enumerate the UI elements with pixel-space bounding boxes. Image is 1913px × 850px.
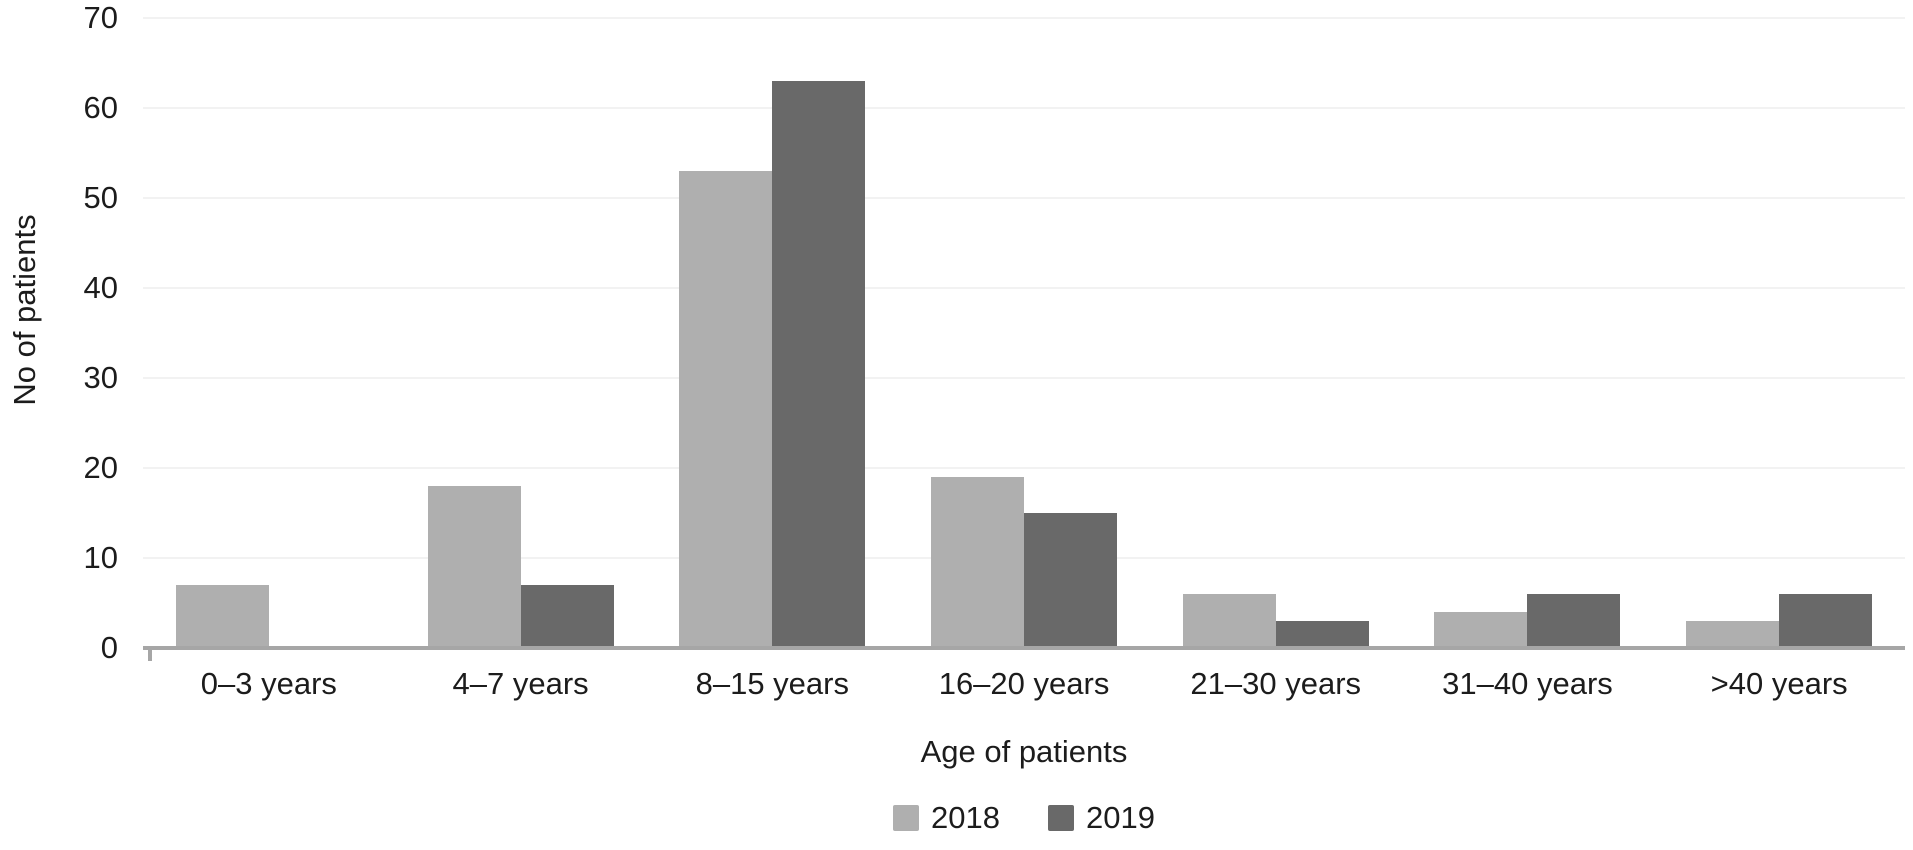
gridline-y-60 (143, 107, 1905, 109)
gridline-y-30 (143, 377, 1905, 379)
legend-swatch-2018 (893, 805, 920, 831)
bar-group-40-years (1653, 18, 1905, 648)
bar-2018-40-years (1686, 621, 1780, 648)
gridline-y-70 (143, 17, 1905, 19)
x-axis-title: Age of patients (920, 734, 1128, 769)
y-axis-zero-tick (148, 650, 152, 661)
gridline-y-50 (143, 197, 1905, 199)
legend-item-2019: 2019 (1048, 798, 1155, 838)
legend-label-2018: 2018 (931, 800, 1000, 835)
x-axis-line (143, 646, 1905, 650)
bar-group-0-3-years (143, 18, 395, 648)
bar-groups (143, 18, 1905, 648)
legend-label-2019: 2019 (1086, 800, 1155, 835)
bar-group-31-40-years (1402, 18, 1654, 648)
plot-area (143, 17, 1905, 661)
legend: 2018 2019 (143, 798, 1905, 838)
x-category-label-40-years: >40 years (1710, 666, 1848, 701)
y-tick-label-50: 50 (83, 180, 118, 215)
gridline-y-40 (143, 287, 1905, 289)
gridline-y-20 (143, 467, 1905, 469)
y-tick-label-10: 10 (83, 540, 118, 575)
y-tick-label-40: 40 (83, 270, 118, 305)
legend-item-2018: 2018 (893, 798, 1000, 838)
bar-2019-21-30-years (1275, 621, 1369, 648)
bar-2019-16-20-years (1024, 513, 1118, 648)
x-category-label-21-30-years: 21–30 years (1190, 666, 1362, 701)
x-category-label-0-3-years: 0–3 years (200, 666, 337, 701)
bar-2018-4-7-years (427, 486, 521, 648)
bar-2019-4-7-years (520, 585, 614, 648)
bar-group-16-20-years (898, 18, 1150, 648)
x-category-label-31-40-years: 31–40 years (1442, 666, 1613, 701)
bar-2019-31-40-years (1527, 594, 1621, 648)
y-tick-labels: 0 10 20 30 40 50 60 70 (0, 0, 118, 665)
bar-2018-16-20-years (931, 477, 1025, 648)
y-tick-label-20: 20 (83, 450, 118, 485)
bar-group-4-7-years (395, 18, 647, 648)
bar-group-21-30-years (1150, 18, 1402, 648)
x-category-label-16-20-years: 16–20 years (938, 666, 1110, 701)
x-category-label-8-15-years: 8–15 years (695, 666, 849, 701)
x-category-label-4-7-years: 4–7 years (452, 666, 589, 701)
y-tick-label-30: 30 (83, 360, 118, 395)
legend-swatch-2019 (1048, 805, 1074, 831)
bar-2018-0-3-years (175, 585, 269, 648)
bar-2019-40-years (1779, 594, 1873, 648)
bar-2018-21-30-years (1182, 594, 1276, 648)
x-category-labels: 0–3 years 4–7 years 8–15 years 16–20 years 2… (143, 664, 1905, 704)
y-tick-label-60: 60 (83, 90, 118, 125)
bar-group-8-15-years (646, 18, 898, 648)
bar-2018-8-15-years (679, 171, 773, 648)
y-tick-label-0: 0 (100, 630, 118, 665)
bar-2019-8-15-years (772, 81, 866, 648)
y-tick-label-70: 70 (83, 0, 118, 35)
bar-2018-31-40-years (1434, 612, 1528, 648)
